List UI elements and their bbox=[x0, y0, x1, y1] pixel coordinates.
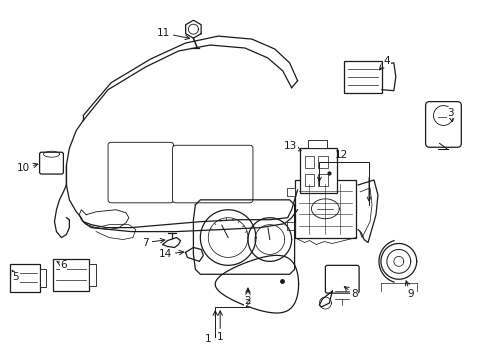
FancyBboxPatch shape bbox=[344, 61, 382, 93]
Text: 14: 14 bbox=[159, 249, 184, 260]
FancyBboxPatch shape bbox=[308, 140, 327, 148]
Text: 11: 11 bbox=[157, 28, 190, 40]
FancyBboxPatch shape bbox=[89, 264, 96, 286]
Text: 1: 1 bbox=[205, 334, 212, 344]
Text: 5: 5 bbox=[12, 270, 19, 282]
Bar bbox=[318, 156, 328, 168]
Text: 13: 13 bbox=[284, 141, 301, 151]
FancyBboxPatch shape bbox=[287, 188, 294, 196]
Text: 12: 12 bbox=[335, 150, 348, 160]
Text: 6: 6 bbox=[57, 260, 67, 270]
FancyBboxPatch shape bbox=[299, 148, 337, 193]
FancyBboxPatch shape bbox=[40, 152, 63, 174]
Text: 9: 9 bbox=[405, 281, 414, 299]
Bar bbox=[305, 174, 315, 186]
Text: 3: 3 bbox=[447, 108, 454, 122]
FancyBboxPatch shape bbox=[426, 102, 461, 147]
Bar bbox=[305, 156, 315, 168]
FancyBboxPatch shape bbox=[10, 264, 40, 292]
Text: 4: 4 bbox=[379, 56, 390, 70]
FancyBboxPatch shape bbox=[108, 142, 173, 203]
Text: 10: 10 bbox=[17, 163, 38, 173]
Text: 2: 2 bbox=[245, 299, 251, 309]
FancyBboxPatch shape bbox=[325, 265, 359, 293]
Bar bbox=[318, 174, 328, 186]
FancyBboxPatch shape bbox=[40, 269, 46, 287]
FancyBboxPatch shape bbox=[53, 260, 89, 291]
FancyBboxPatch shape bbox=[287, 222, 294, 230]
Text: 1: 1 bbox=[217, 311, 223, 342]
Text: 7: 7 bbox=[143, 238, 165, 248]
FancyBboxPatch shape bbox=[172, 145, 253, 203]
Text: 2: 2 bbox=[245, 290, 251, 306]
FancyBboxPatch shape bbox=[294, 180, 356, 238]
Text: 8: 8 bbox=[344, 287, 358, 299]
